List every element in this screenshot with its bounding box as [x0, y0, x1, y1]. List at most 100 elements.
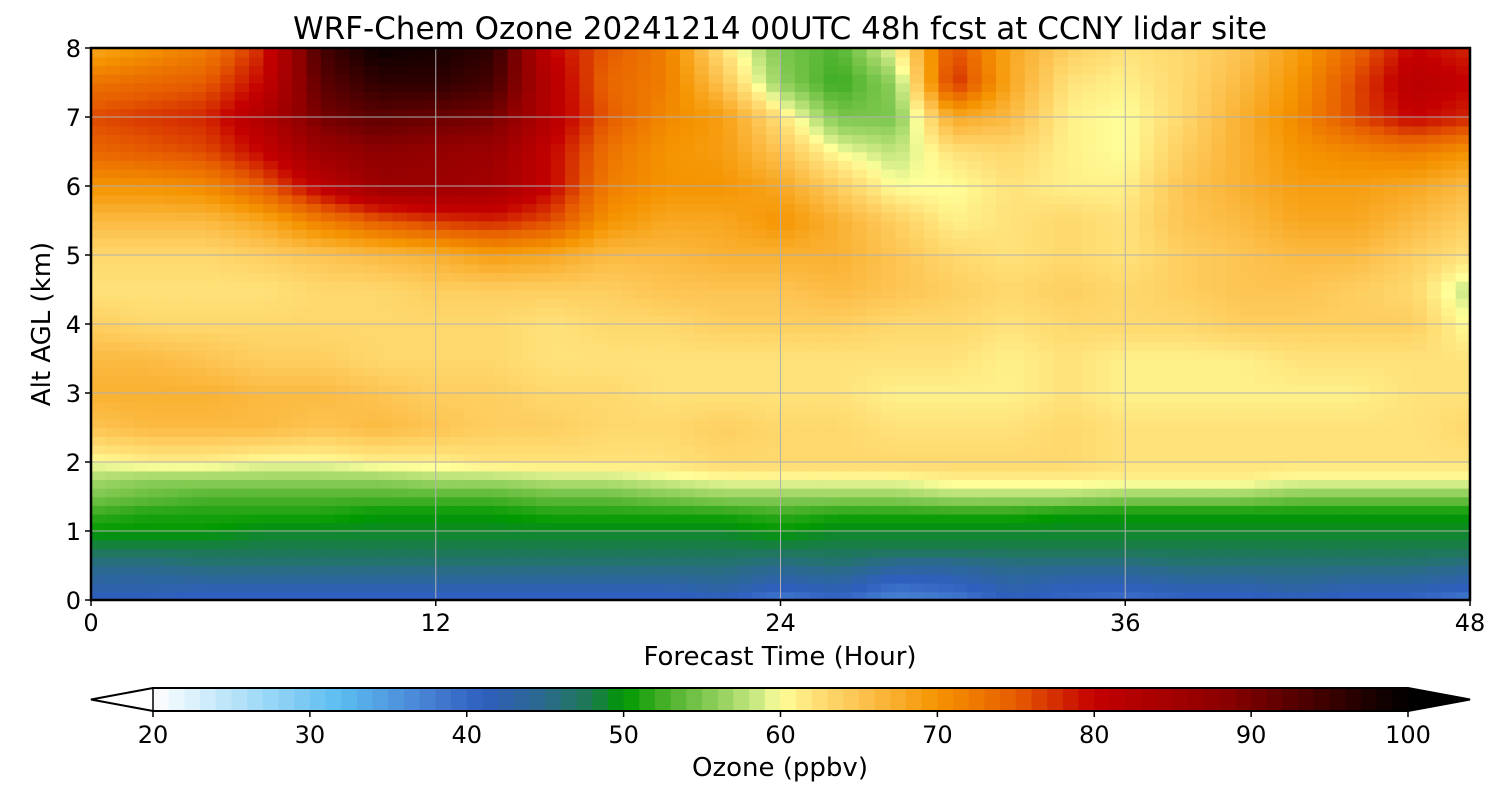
heatmap-cell: [1268, 531, 1285, 541]
heatmap-cell: [205, 436, 222, 446]
heatmap-cell: [205, 151, 222, 161]
heatmap-cell: [881, 280, 897, 291]
heatmap-cell: [1283, 255, 1299, 265]
heatmap-cell: [1039, 246, 1055, 256]
heatmap-cell: [1398, 186, 1414, 196]
heatmap-cell: [292, 384, 308, 394]
heatmap-cell: [1412, 375, 1428, 386]
heatmap-cell: [148, 401, 164, 412]
heatmap-cell: [119, 393, 135, 403]
heatmap-cell: [1340, 479, 1356, 489]
heatmap-cell: [1225, 470, 1241, 481]
heatmap-cell: [881, 513, 897, 524]
heatmap-cell: [105, 582, 121, 593]
heatmap-cell: [191, 211, 207, 222]
heatmap-cell: [708, 393, 724, 403]
heatmap-cell: [478, 306, 494, 317]
heatmap-cell: [608, 280, 624, 291]
heatmap-cell: [679, 272, 696, 282]
heatmap-cell: [809, 177, 825, 187]
heatmap-cell: [134, 513, 150, 524]
heatmap-cell: [938, 272, 954, 282]
heatmap-cell: [924, 436, 940, 446]
heatmap-cell: [909, 229, 925, 239]
heatmap-cell: [263, 168, 279, 179]
heatmap-cell: [794, 470, 811, 481]
heatmap-cell: [565, 582, 581, 593]
heatmap-cell: [1398, 332, 1414, 343]
heatmap-cell: [105, 358, 121, 368]
heatmap-cell: [809, 237, 825, 248]
heatmap-cell: [363, 591, 380, 600]
heatmap-cell: [1240, 479, 1256, 489]
heatmap-cell: [1153, 462, 1170, 472]
heatmap-cell: [320, 280, 336, 291]
heatmap-cell: [363, 220, 380, 230]
heatmap-cell: [1082, 375, 1098, 386]
heatmap-cell: [565, 410, 581, 420]
heatmap-cell: [191, 358, 207, 368]
heatmap-cell: [249, 315, 265, 325]
heatmap-cell: [866, 453, 882, 463]
heatmap-cell: [1039, 332, 1055, 343]
heatmap-cell: [895, 358, 911, 368]
heatmap-cell: [1182, 367, 1198, 377]
heatmap-cell: [1197, 539, 1213, 550]
heatmap-cell: [249, 418, 265, 429]
heatmap-cell: [924, 298, 940, 308]
heatmap-cell: [191, 186, 207, 196]
heatmap-cell: [392, 324, 408, 334]
heatmap-cell: [1441, 324, 1457, 334]
heatmap-cell: [134, 349, 150, 360]
heatmap-cell: [320, 298, 336, 308]
heatmap-cell: [565, 531, 581, 541]
heatmap-cell: [780, 375, 796, 386]
heatmap-cell: [148, 470, 164, 481]
heatmap-cell: [1225, 203, 1241, 213]
heatmap-cell: [837, 470, 854, 481]
heatmap-cell: [550, 332, 566, 343]
heatmap-cell: [1039, 255, 1055, 265]
heatmap-cell: [536, 522, 552, 532]
heatmap-cell: [766, 375, 782, 386]
heatmap-cell: [1340, 306, 1356, 317]
heatmap-cell: [794, 401, 811, 412]
heatmap-cell: [766, 160, 782, 170]
heatmap-cell: [1139, 548, 1155, 558]
heatmap-cell: [1426, 332, 1443, 343]
heatmap-cell: [579, 574, 595, 584]
heatmap-cell: [1125, 229, 1141, 239]
heatmap-cell: [967, 496, 983, 506]
heatmap-cell: [794, 203, 811, 213]
heatmap-cell: [895, 349, 911, 360]
heatmap-cell: [1426, 470, 1443, 481]
heatmap-cell: [1455, 306, 1470, 317]
heatmap-cell: [1096, 186, 1112, 196]
heatmap-cell: [1067, 160, 1083, 170]
heatmap-cell: [134, 479, 150, 489]
heatmap-cell: [435, 470, 451, 481]
heatmap-cell: [679, 418, 696, 429]
heatmap-cell: [593, 367, 609, 377]
heatmap-cell: [1096, 298, 1112, 308]
heatmap-cell: [478, 263, 494, 274]
heatmap-cell: [694, 410, 710, 420]
heatmap-cell: [938, 298, 954, 308]
heatmap-cell: [981, 470, 997, 481]
heatmap-cell: [809, 246, 825, 256]
heatmap-cell: [1082, 298, 1098, 308]
heatmap-cell: [162, 358, 178, 368]
heatmap-cell: [708, 539, 724, 550]
heatmap-cell: [1039, 177, 1055, 187]
heatmap-cell: [263, 444, 279, 455]
heatmap-cell: [1455, 539, 1470, 550]
heatmap-cell: [148, 375, 164, 386]
heatmap-cell: [1082, 367, 1098, 377]
heatmap-cell: [1139, 341, 1155, 351]
heatmap-cell: [780, 220, 796, 230]
heatmap-cell: [306, 384, 322, 394]
heatmap-cell: [1211, 565, 1227, 575]
heatmap-cell: [881, 237, 897, 248]
heatmap-cell: [780, 574, 796, 584]
heatmap-cell: [1125, 453, 1141, 463]
